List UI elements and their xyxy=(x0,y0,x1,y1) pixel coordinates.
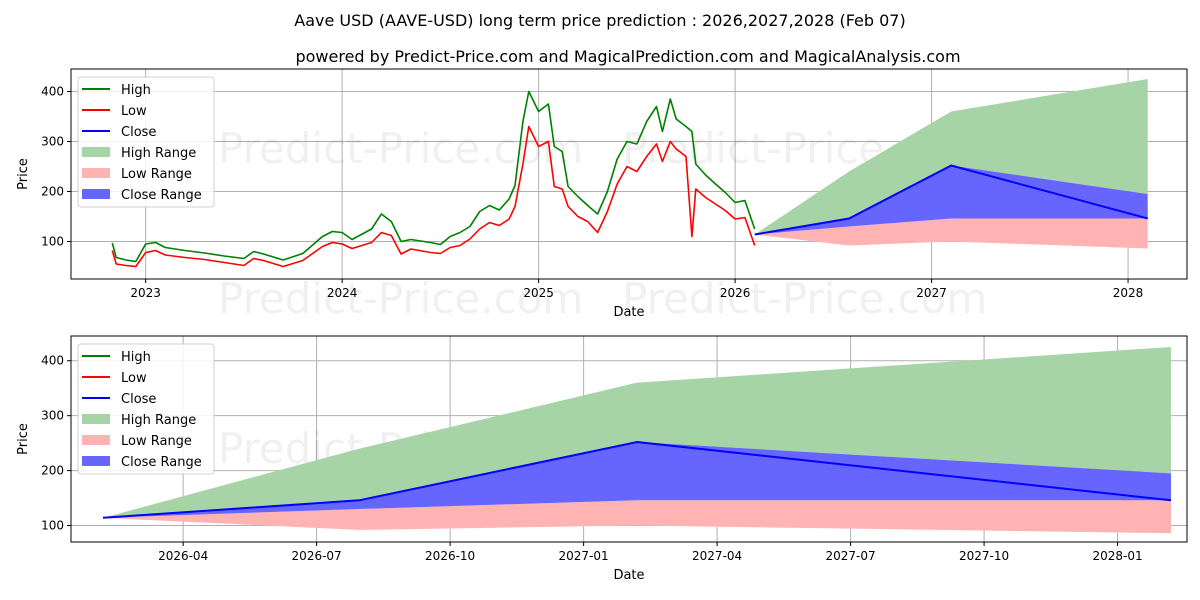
axes-frame xyxy=(70,335,1188,543)
x-tick-label: 2027 xyxy=(916,286,947,300)
high-range-band xyxy=(754,79,1148,235)
y-axis-label: Price xyxy=(16,423,31,455)
chart-title: Aave USD (AAVE-USD) long term price pred… xyxy=(294,11,905,30)
legend-swatch-patch xyxy=(82,189,110,199)
x-tick-label: 2026-07 xyxy=(292,549,342,563)
legend-label: High xyxy=(121,83,151,98)
chart-subtitle: powered by Predict-Price.com and Magical… xyxy=(295,47,960,66)
x-tick-label: 2023 xyxy=(130,286,161,300)
watermark-text: Predict-Price.com xyxy=(218,274,583,323)
legend-swatch-patch xyxy=(82,456,110,466)
x-tick-label: 2025 xyxy=(523,286,554,300)
legend-label: Close Range xyxy=(121,455,202,470)
y-tick-label: 400 xyxy=(41,354,64,368)
x-axis-label: Date xyxy=(613,568,644,583)
close-series-line xyxy=(754,164,1148,236)
plot-area xyxy=(102,346,1172,534)
axes-frame xyxy=(70,68,1188,280)
x-tick-label: 2027-04 xyxy=(692,549,742,563)
legend-label: Close xyxy=(121,392,156,407)
y-tick-label: 300 xyxy=(41,135,64,149)
legend-label: Close Range xyxy=(121,188,202,203)
x-tick-label: 2028 xyxy=(1113,286,1144,300)
y-tick-label: 100 xyxy=(41,519,64,533)
y-tick-label: 100 xyxy=(41,235,64,249)
x-tick-label: 2027-01 xyxy=(559,549,609,563)
watermark-text: Predict-Price.com xyxy=(622,274,987,323)
legend-box xyxy=(77,76,215,208)
low-series-line xyxy=(111,125,756,268)
x-tick-label: 2026 xyxy=(720,286,751,300)
panel-top: Predict-Price.com Predict-Price.comPredic… xyxy=(16,68,1188,323)
x-tick-label: 2027-10 xyxy=(959,549,1009,563)
y-axis-label: Price xyxy=(16,158,31,190)
x-tick-label: 2028-01 xyxy=(1093,549,1143,563)
high-range-band xyxy=(103,346,1171,518)
y-tick-label: 400 xyxy=(41,85,64,99)
legend-swatch-patch xyxy=(82,168,110,178)
legend-label: Low Range xyxy=(121,434,192,449)
legend-label: High xyxy=(121,350,151,365)
legend-label: Low xyxy=(121,371,147,386)
legend-label: High Range xyxy=(121,146,196,161)
legend-label: Low Range xyxy=(121,167,192,182)
legend-label: Close xyxy=(121,125,156,140)
y-tick-label: 200 xyxy=(41,464,64,478)
high-series-line xyxy=(111,90,756,263)
legend-swatch-patch xyxy=(82,435,110,445)
legend-label: High Range xyxy=(121,413,196,428)
x-tick-label: 2026-10 xyxy=(425,549,475,563)
x-tick-label: 2026-04 xyxy=(158,549,208,563)
panel-bottom: Predict-Price.comPredict-Price.com2026-0… xyxy=(16,335,1188,583)
x-tick-label: 2027-07 xyxy=(826,549,876,563)
y-tick-label: 300 xyxy=(41,409,64,423)
legend-swatch-patch xyxy=(82,147,110,157)
legend-label: Low xyxy=(121,104,147,119)
legend-box xyxy=(77,343,215,475)
low-range-band xyxy=(754,218,1148,249)
x-axis-label: Date xyxy=(613,305,644,320)
low-range-band xyxy=(103,500,1171,534)
legend-swatch-patch xyxy=(82,414,110,424)
y-tick-label: 200 xyxy=(41,185,64,199)
close-series-line xyxy=(102,441,1172,519)
plot-area xyxy=(111,79,1148,268)
x-tick-label: 2024 xyxy=(327,286,358,300)
